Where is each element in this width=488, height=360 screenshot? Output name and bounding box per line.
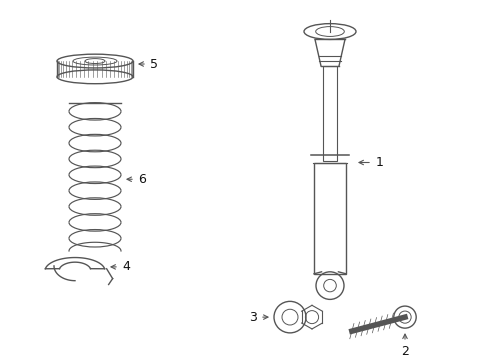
- Text: 1: 1: [375, 156, 383, 169]
- Text: 2: 2: [400, 345, 408, 358]
- Text: 3: 3: [248, 311, 257, 324]
- Text: 6: 6: [138, 173, 145, 186]
- Text: 5: 5: [150, 58, 158, 71]
- Text: 4: 4: [122, 260, 130, 273]
- Bar: [313, 162, 346, 274]
- Bar: [323, 66, 336, 161]
